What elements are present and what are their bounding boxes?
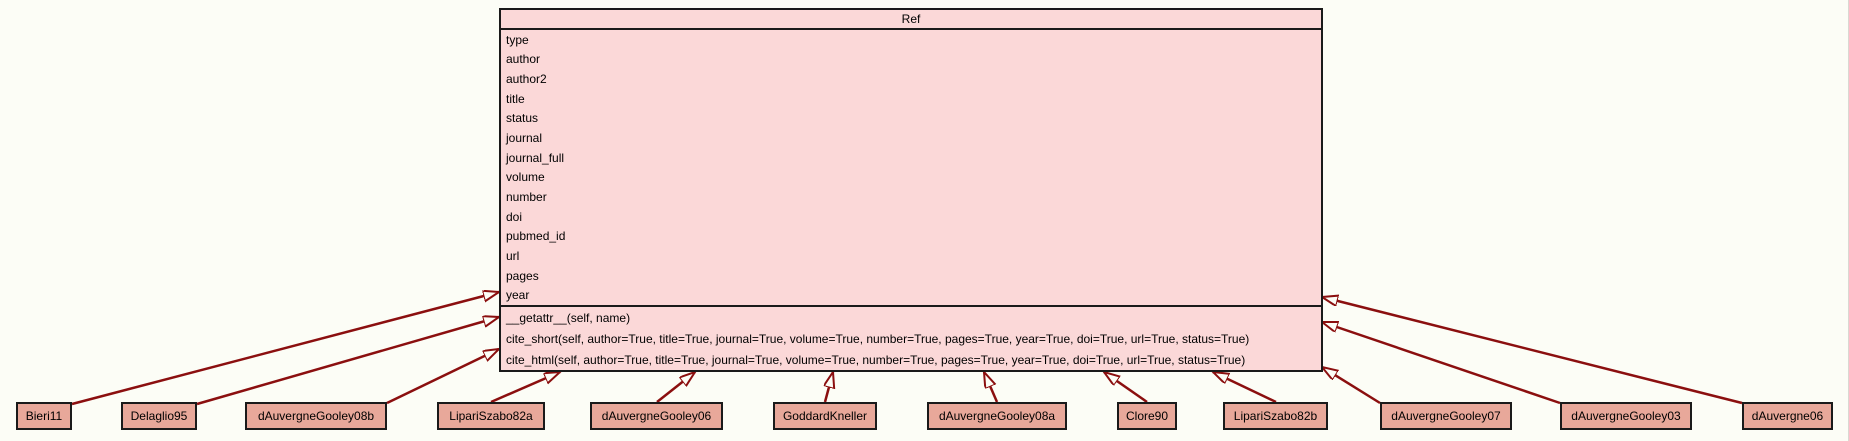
method: cite_short(self, author=True, title=True…: [506, 331, 1250, 346]
attribute: pubmed_id: [506, 229, 566, 244]
inheritance-arrow-liparliszabo82a: [490, 372, 560, 404]
subclass-box-clore90: Clore90: [1117, 402, 1177, 430]
attribute: author: [506, 52, 541, 67]
subclass-box-bieri11: Bieri11: [16, 402, 72, 430]
inheritance-arrow-dauvergnegooley08b: [386, 349, 499, 405]
inheritance-arrow-dauvergnegooley06: [656, 372, 695, 403]
attribute: url: [506, 248, 520, 263]
attribute: number: [506, 189, 547, 204]
attribute: status: [506, 111, 539, 126]
ref-class-box: Ref type author author2 title status jou…: [499, 8, 1323, 372]
attribute: journal: [506, 131, 543, 146]
subclass-box-delaglio95: Delaglio95: [121, 402, 197, 430]
subclass-box-dauvergnegooley08b: dAuvergneGooley08b: [245, 402, 387, 430]
inheritance-arrow-clore90: [1104, 372, 1148, 404]
attribute: volume: [506, 170, 545, 185]
inheritance-arrow-goddardkneller: [825, 372, 833, 403]
attribute: title: [506, 91, 525, 106]
inheritance-arrow-dauvergnegooley08a: [984, 372, 999, 403]
method: __getattr__(self, name): [506, 310, 631, 325]
subclass-box-dauvergne06: dAuvergne06: [1742, 402, 1833, 430]
subclass-box-dauvergnegooley03: dAuvergneGooley03: [1560, 402, 1692, 430]
inheritance-arrow-delaglio95: [196, 317, 499, 406]
attribute: pages: [506, 268, 539, 283]
attribute: type: [506, 32, 529, 47]
attribute: journal_full: [506, 150, 565, 165]
attributes-compartment: type author author2 title status journal…: [501, 30, 1321, 307]
subclass-box-dauvergnegooley07: dAuvergneGooley07: [1380, 402, 1512, 430]
attribute: doi: [506, 209, 523, 224]
inheritance-arrow-dauvergnegooley07: [1322, 367, 1381, 405]
subclass-box-dauvergnegooley06: dAuvergneGooley06: [590, 402, 723, 430]
inheritance-arrow-dauvergne06: [1322, 297, 1743, 405]
subclass-box-goddardkneller: GoddardKneller: [773, 402, 877, 430]
subclass-box-liparliszabo82a: LipariSzabo82a: [437, 402, 545, 430]
inheritance-arrow-bieri11: [71, 292, 499, 406]
subclass-box-liparliszabo82b: LipariSzabo82b: [1223, 402, 1328, 430]
subclass-box-dauvergnegooley08a: dAuvergneGooley08a: [927, 402, 1067, 430]
class-title: Ref: [501, 10, 1321, 30]
method: cite_html(self, author=True, title=True,…: [506, 352, 1246, 367]
attribute: author2: [506, 72, 547, 87]
inheritance-arrow-dauvergnegooley03: [1322, 320, 1561, 405]
attribute: year: [506, 288, 530, 303]
methods-compartment: __getattr__(self, name) cite_short(self,…: [501, 307, 1321, 370]
inheritance-arrow-liparliszabo82b: [1213, 372, 1277, 404]
